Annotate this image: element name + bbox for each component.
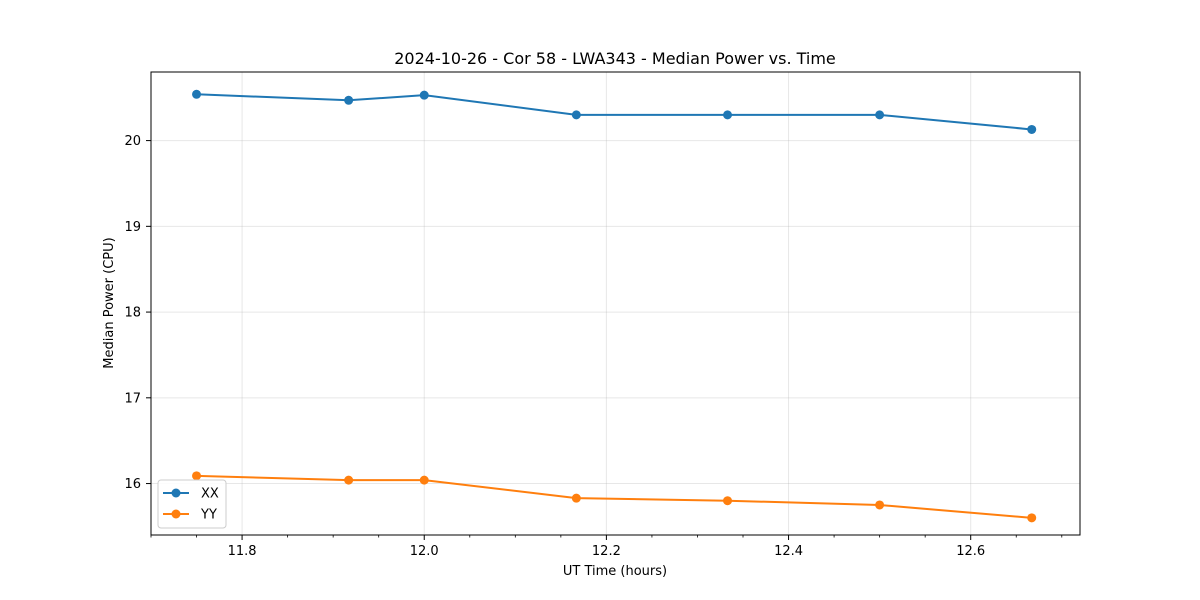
x-tick-label: 12.0: [410, 544, 439, 559]
plot-frame: [150, 71, 1081, 536]
data-point-yy: [571, 493, 581, 503]
data-point-yy: [1027, 513, 1037, 523]
data-point-yy: [723, 496, 733, 506]
legend: XX YY: [157, 479, 227, 529]
y-tick-label: 20: [124, 134, 141, 149]
data-point-yy: [192, 471, 202, 481]
y-axis-label: Median Power (CPU): [102, 237, 117, 368]
y-tick-label: 17: [124, 391, 141, 406]
data-point-xx: [192, 89, 202, 99]
y-tick-label: 16: [124, 477, 141, 492]
legend-marker-yy: [171, 509, 181, 519]
data-point-xx: [419, 90, 429, 100]
legend-label-xx: XX: [201, 487, 219, 502]
x-axis-label: UT Time (hours): [563, 564, 667, 579]
data-point-yy: [875, 500, 885, 510]
series-layer: [192, 89, 1037, 523]
x-tick-label: 12.4: [774, 544, 803, 559]
chart-title: 2024-10-26 - Cor 58 - LWA343 - Median Po…: [394, 49, 836, 68]
data-point-yy: [419, 475, 429, 485]
x-tick-label: 11.8: [228, 544, 257, 559]
legend-marker-xx: [171, 488, 181, 498]
grid: [151, 72, 1080, 535]
data-point-yy: [344, 475, 354, 485]
y-axis: 16 17 18 19 20: [124, 134, 151, 492]
x-tick-label: 12.6: [956, 544, 985, 559]
series-line-yy: [196, 474, 1032, 519]
y-tick-label: 19: [124, 220, 141, 235]
data-point-xx: [571, 110, 581, 120]
legend-label-yy: YY: [200, 508, 217, 523]
x-tick-label: 12.2: [592, 544, 621, 559]
series-line-xx: [196, 93, 1032, 131]
x-axis: 11.8 12.0 12.2 12.4 12.6: [150, 535, 1063, 559]
data-point-xx: [1027, 124, 1037, 134]
data-point-xx: [875, 110, 885, 120]
data-point-xx: [344, 95, 354, 105]
y-tick-label: 18: [124, 306, 141, 321]
data-point-xx: [723, 110, 733, 120]
